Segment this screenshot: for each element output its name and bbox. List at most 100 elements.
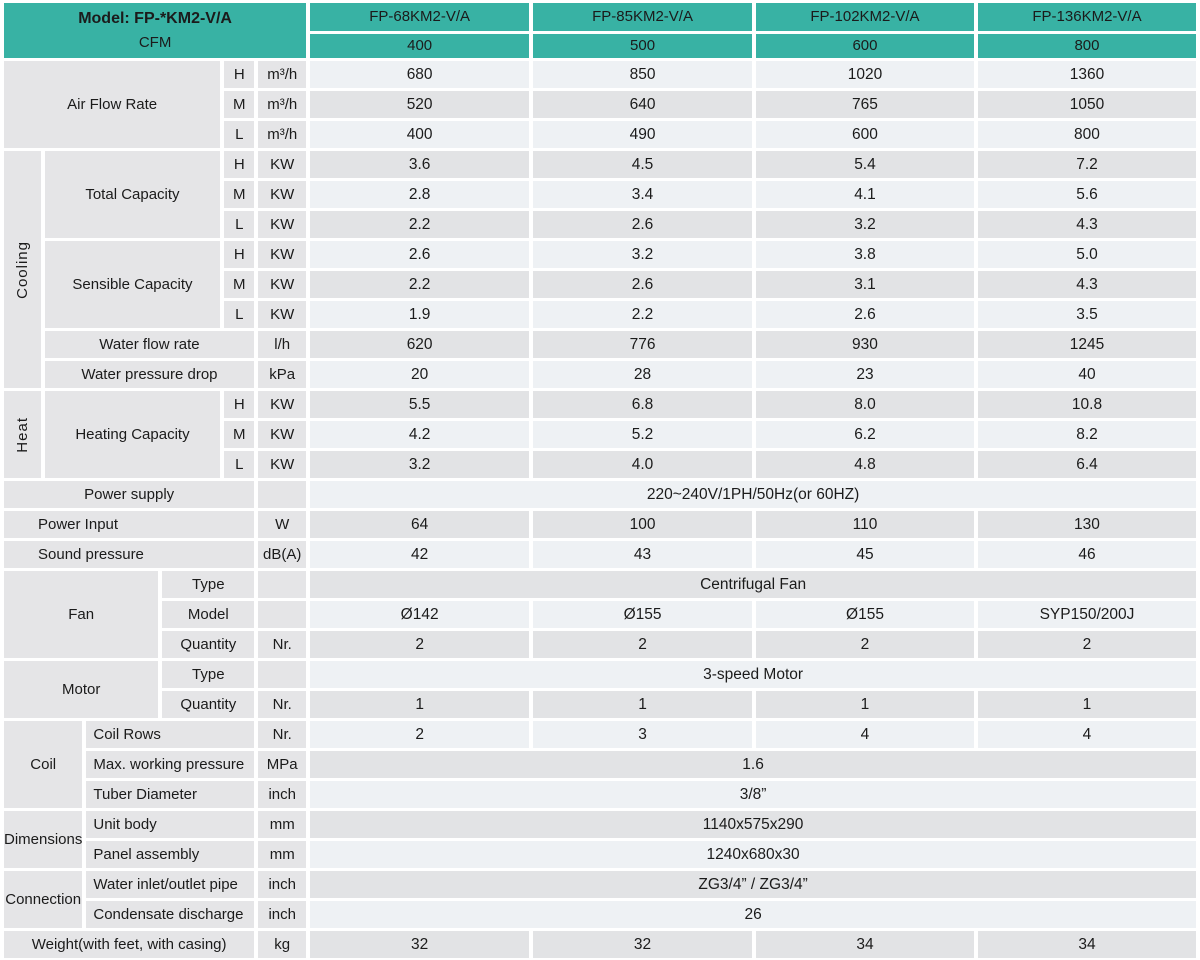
row-sensible-capacity-h: Sensible Capacity H KW 2.6 3.2 3.8 5.0 <box>4 241 1196 328</box>
unit-mm: mm <box>258 841 307 868</box>
row-panel-assembly: Panel assembly mm 1240x680x30 <box>4 841 1196 868</box>
cell-value: 40 <box>977 361 1196 388</box>
cell-value: 6.2 <box>755 421 974 448</box>
cell-value: 130 <box>977 511 1196 538</box>
cell-value: 1.9 <box>310 301 530 328</box>
label-total-capacity: Total Capacity <box>44 151 221 238</box>
unit-inch: inch <box>258 871 307 898</box>
label-water-pressure-drop: Water pressure drop <box>44 361 255 388</box>
cell-value: 20 <box>310 361 530 388</box>
cell-condensate-value: 26 <box>310 901 1196 928</box>
cell-value: 2.2 <box>533 301 752 328</box>
cell-value: Ø142 <box>310 601 530 628</box>
cell-value: 1 <box>755 691 974 718</box>
label-fan-quantity: Quantity <box>162 631 255 658</box>
cell-value: 5.2 <box>533 421 752 448</box>
unit-m3h: m³/h <box>258 121 307 148</box>
cell-fan-type-value: Centrifugal Fan <box>310 571 1196 598</box>
unit-m3h: m³/h <box>258 91 307 118</box>
row-power-supply: Power supply 220~240V/1PH/50Hz(or 60HZ) <box>4 481 1196 508</box>
row-motor-type: Motor Type 3-speed Motor <box>4 661 1196 718</box>
cell-value: 4.0 <box>533 451 752 478</box>
label-motor-type: Type <box>162 661 255 688</box>
label-motor-quantity: Quantity <box>162 691 255 718</box>
group-label-dimensions: Dimensions <box>4 811 83 868</box>
unit-kw: KW <box>258 451 307 478</box>
cell-value: Ø155 <box>755 601 974 628</box>
cell-value: 4.1 <box>755 181 974 208</box>
cell-value: 2 <box>977 631 1196 658</box>
row-heating-capacity-m: M KW 4.2 5.2 6.2 8.2 <box>4 421 1196 448</box>
row-fan-quantity: Quantity Nr. 2 2 2 2 <box>4 631 1196 658</box>
unit-nr: Nr. <box>258 691 307 718</box>
cooling-vertical-text: Cooling <box>13 240 31 299</box>
cell-value: 776 <box>533 331 752 358</box>
group-label-fan: Fan <box>4 571 159 658</box>
cell-value: 5.0 <box>977 241 1196 268</box>
cell-value: 5.4 <box>755 151 974 178</box>
row-tube-diameter: Tuber Diameter inch 3/8” <box>4 781 1196 808</box>
cell-value: 1 <box>533 691 752 718</box>
label-sensible-capacity: Sensible Capacity <box>44 241 221 328</box>
cell-power-supply-value: 220~240V/1PH/50Hz(or 60HZ) <box>310 481 1196 508</box>
cell-value: 3.2 <box>310 451 530 478</box>
label-condensate-discharge: Condensate discharge <box>86 901 255 928</box>
row-airflow-h: Air Flow Rate H m³/h 680 850 1020 1360 <box>4 61 1196 148</box>
row-motor-quantity: Quantity Nr. 1 1 1 1 <box>4 691 1196 718</box>
unit-m3h: m³/h <box>258 61 307 88</box>
row-water-pressure-drop: Water pressure drop kPa 20 28 23 40 <box>4 361 1196 388</box>
cell-value: 6.8 <box>533 391 752 418</box>
cell-value: 850 <box>533 61 752 88</box>
cell-value: 5.5 <box>310 391 530 418</box>
cell-value: 2.6 <box>533 271 752 298</box>
unit-kw: KW <box>258 301 307 328</box>
row-airflow-l: L m³/h 400 490 600 800 <box>4 121 1196 148</box>
row-total-capacity-h: Cooling Total Capacity H KW 3.6 4.5 5.4 … <box>4 151 1196 388</box>
group-label-cooling: Cooling <box>4 151 41 388</box>
cell-value: 2 <box>310 631 530 658</box>
speed-h: H <box>224 391 255 418</box>
cell-value: 4 <box>755 721 974 748</box>
model-series-title: Model: FP-*KM2-V/A <box>78 9 232 27</box>
unit-kw: KW <box>258 241 307 268</box>
unit-kw: KW <box>258 151 307 178</box>
unit-inch: inch <box>258 901 307 928</box>
speed-l: L <box>224 211 255 238</box>
unit-kpa: kPa <box>258 361 307 388</box>
row-heating-capacity-l: L KW 3.2 4.0 4.8 6.4 <box>4 451 1196 478</box>
cell-value: 1245 <box>977 331 1196 358</box>
unit-kw: KW <box>258 421 307 448</box>
cell-value: 8.2 <box>977 421 1196 448</box>
unit-dba: dB(A) <box>258 541 307 568</box>
cell-panel-assembly-value: 1240x680x30 <box>310 841 1196 868</box>
cell-value: 3.5 <box>977 301 1196 328</box>
cell-value: 32 <box>310 931 530 958</box>
cell-value: 2.8 <box>310 181 530 208</box>
speed-m: M <box>224 91 255 118</box>
unit-kg: kg <box>258 931 307 958</box>
cell-value: 5.6 <box>977 181 1196 208</box>
label-tube-diameter: Tuber Diameter <box>86 781 255 808</box>
group-label-heat: Heat <box>4 391 41 478</box>
cell-value: 7.2 <box>977 151 1196 178</box>
cfm-header-label: CFM <box>138 34 172 52</box>
unit-kw: KW <box>258 181 307 208</box>
cell-value: 4.2 <box>310 421 530 448</box>
cell-value: 4.8 <box>755 451 974 478</box>
cell-value: 3.2 <box>533 241 752 268</box>
row-fan-type: Fan Type Centrifugal Fan <box>4 571 1196 658</box>
label-air-flow-rate: Air Flow Rate <box>4 61 221 148</box>
cell-value: 2 <box>310 721 530 748</box>
cell-value: 3.6 <box>310 151 530 178</box>
row-total-capacity-m: M KW 2.8 3.4 4.1 5.6 <box>4 181 1196 208</box>
row-unit-body: Dimensions Unit body mm 1140x575x290 <box>4 811 1196 868</box>
unit-mpa: MPa <box>258 751 307 778</box>
cell-value: 100 <box>533 511 752 538</box>
speed-l: L <box>224 121 255 148</box>
cell-unit-body-value: 1140x575x290 <box>310 811 1196 838</box>
unit-empty <box>258 481 307 508</box>
cell-value: 4.3 <box>977 271 1196 298</box>
cell-value: 2.2 <box>310 271 530 298</box>
label-water-inlet-outlet-pipe: Water inlet/outlet pipe <box>86 871 255 898</box>
